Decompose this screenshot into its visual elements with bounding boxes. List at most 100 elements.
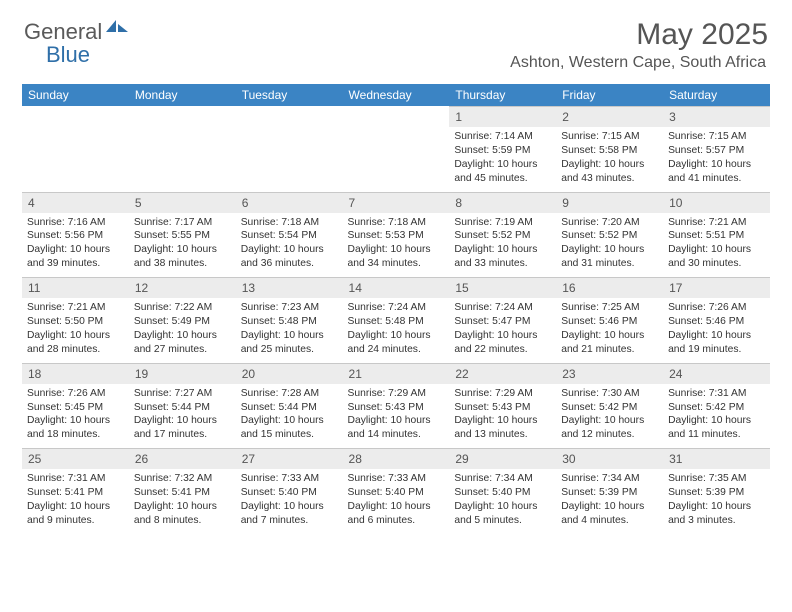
daylight-line: Daylight: 10 hours and 11 minutes.: [668, 414, 765, 442]
day-cell-data: Sunrise: 7:22 AMSunset: 5:49 PMDaylight:…: [129, 298, 236, 363]
sunrise-line: Sunrise: 7:28 AM: [241, 387, 338, 401]
sunset-line: Sunset: 5:44 PM: [134, 401, 231, 415]
sunrise-line: Sunrise: 7:33 AM: [241, 472, 338, 486]
day-cell-data: Sunrise: 7:17 AMSunset: 5:55 PMDaylight:…: [129, 213, 236, 278]
daylight-line: Daylight: 10 hours and 8 minutes.: [134, 500, 231, 528]
day-cell-number: 1: [449, 106, 556, 127]
day-number: 25: [22, 448, 129, 469]
week-data-row: Sunrise: 7:16 AMSunset: 5:56 PMDaylight:…: [22, 213, 770, 278]
day-header-monday: Monday: [129, 84, 236, 106]
daylight-line: Daylight: 10 hours and 12 minutes.: [561, 414, 658, 442]
day-cell-number: 17: [663, 277, 770, 298]
day-number: 3: [663, 106, 770, 127]
day-data: Sunrise: 7:14 AMSunset: 5:59 PMDaylight:…: [449, 127, 556, 192]
sunset-line: Sunset: 5:46 PM: [668, 315, 765, 329]
day-cell-number: 22: [449, 363, 556, 384]
sunrise-line: Sunrise: 7:33 AM: [348, 472, 445, 486]
daylight-line: Daylight: 10 hours and 34 minutes.: [348, 243, 445, 271]
daylight-line: Daylight: 10 hours and 19 minutes.: [668, 329, 765, 357]
sunrise-line: Sunrise: 7:31 AM: [668, 387, 765, 401]
day-cell-data: [236, 127, 343, 192]
sunset-line: Sunset: 5:57 PM: [668, 144, 765, 158]
day-data: Sunrise: 7:17 AMSunset: 5:55 PMDaylight:…: [129, 213, 236, 278]
day-data: Sunrise: 7:15 AMSunset: 5:58 PMDaylight:…: [556, 127, 663, 192]
day-header-sunday: Sunday: [22, 84, 129, 106]
day-data: Sunrise: 7:33 AMSunset: 5:40 PMDaylight:…: [236, 469, 343, 534]
day-number-empty: [343, 106, 450, 126]
day-cell-number: 2: [556, 106, 663, 127]
day-data: [22, 127, 129, 187]
daylight-line: Daylight: 10 hours and 45 minutes.: [454, 158, 551, 186]
day-cell-data: Sunrise: 7:31 AMSunset: 5:42 PMDaylight:…: [663, 384, 770, 449]
day-cell-number: [236, 106, 343, 127]
day-number: 27: [236, 448, 343, 469]
day-cell-number: 25: [22, 448, 129, 469]
day-cell-data: Sunrise: 7:32 AMSunset: 5:41 PMDaylight:…: [129, 469, 236, 534]
day-number: 2: [556, 106, 663, 127]
day-header-thursday: Thursday: [449, 84, 556, 106]
day-data: [343, 127, 450, 187]
sunset-line: Sunset: 5:48 PM: [241, 315, 338, 329]
day-number: 17: [663, 277, 770, 298]
day-cell-data: Sunrise: 7:33 AMSunset: 5:40 PMDaylight:…: [236, 469, 343, 534]
day-data: Sunrise: 7:21 AMSunset: 5:50 PMDaylight:…: [22, 298, 129, 363]
week-data-row: Sunrise: 7:31 AMSunset: 5:41 PMDaylight:…: [22, 469, 770, 534]
sunset-line: Sunset: 5:47 PM: [454, 315, 551, 329]
sunset-line: Sunset: 5:42 PM: [668, 401, 765, 415]
day-data: Sunrise: 7:26 AMSunset: 5:45 PMDaylight:…: [22, 384, 129, 449]
day-number: 21: [343, 363, 450, 384]
day-number: 8: [449, 192, 556, 213]
sunset-line: Sunset: 5:39 PM: [668, 486, 765, 500]
sunset-line: Sunset: 5:44 PM: [241, 401, 338, 415]
day-cell-data: Sunrise: 7:26 AMSunset: 5:45 PMDaylight:…: [22, 384, 129, 449]
day-cell-data: Sunrise: 7:20 AMSunset: 5:52 PMDaylight:…: [556, 213, 663, 278]
day-number: 20: [236, 363, 343, 384]
day-data: Sunrise: 7:22 AMSunset: 5:49 PMDaylight:…: [129, 298, 236, 363]
day-number: 19: [129, 363, 236, 384]
sunset-line: Sunset: 5:51 PM: [668, 229, 765, 243]
day-cell-number: 24: [663, 363, 770, 384]
day-data: [236, 127, 343, 187]
calendar-body: 123 Sunrise: 7:14 AMSunset: 5:59 PMDaylig…: [22, 106, 770, 534]
sunset-line: Sunset: 5:40 PM: [454, 486, 551, 500]
sunrise-line: Sunrise: 7:31 AM: [27, 472, 124, 486]
day-number: 28: [343, 448, 450, 469]
logo-text-blue: Blue: [46, 42, 90, 67]
day-cell-number: 3: [663, 106, 770, 127]
day-number: 22: [449, 363, 556, 384]
day-data: Sunrise: 7:31 AMSunset: 5:41 PMDaylight:…: [22, 469, 129, 534]
day-cell-data: Sunrise: 7:34 AMSunset: 5:39 PMDaylight:…: [556, 469, 663, 534]
day-data: Sunrise: 7:16 AMSunset: 5:56 PMDaylight:…: [22, 213, 129, 278]
daylight-line: Daylight: 10 hours and 41 minutes.: [668, 158, 765, 186]
day-number: 16: [556, 277, 663, 298]
day-cell-data: [22, 127, 129, 192]
sunset-line: Sunset: 5:40 PM: [348, 486, 445, 500]
daylight-line: Daylight: 10 hours and 18 minutes.: [27, 414, 124, 442]
daylight-line: Daylight: 10 hours and 7 minutes.: [241, 500, 338, 528]
day-data: Sunrise: 7:28 AMSunset: 5:44 PMDaylight:…: [236, 384, 343, 449]
day-cell-data: Sunrise: 7:26 AMSunset: 5:46 PMDaylight:…: [663, 298, 770, 363]
day-cell-data: Sunrise: 7:25 AMSunset: 5:46 PMDaylight:…: [556, 298, 663, 363]
day-cell-number: 7: [343, 192, 450, 213]
day-cell-number: 11: [22, 277, 129, 298]
week-number-row: 18192021222324: [22, 363, 770, 384]
month-title: May 2025: [510, 18, 768, 52]
week-data-row: Sunrise: 7:14 AMSunset: 5:59 PMDaylight:…: [22, 127, 770, 192]
daylight-line: Daylight: 10 hours and 27 minutes.: [134, 329, 231, 357]
week-data-row: Sunrise: 7:26 AMSunset: 5:45 PMDaylight:…: [22, 384, 770, 449]
sunset-line: Sunset: 5:55 PM: [134, 229, 231, 243]
day-cell-number: 31: [663, 448, 770, 469]
day-cell-number: 6: [236, 192, 343, 213]
daylight-line: Daylight: 10 hours and 21 minutes.: [561, 329, 658, 357]
sunrise-line: Sunrise: 7:25 AM: [561, 301, 658, 315]
day-cell-number: 15: [449, 277, 556, 298]
day-cell-data: Sunrise: 7:29 AMSunset: 5:43 PMDaylight:…: [343, 384, 450, 449]
logo-text-general: General: [24, 19, 102, 45]
sunset-line: Sunset: 5:43 PM: [454, 401, 551, 415]
day-cell-data: Sunrise: 7:15 AMSunset: 5:57 PMDaylight:…: [663, 127, 770, 192]
day-cell-data: Sunrise: 7:14 AMSunset: 5:59 PMDaylight:…: [449, 127, 556, 192]
day-number: 6: [236, 192, 343, 213]
day-number: 4: [22, 192, 129, 213]
day-data: Sunrise: 7:21 AMSunset: 5:51 PMDaylight:…: [663, 213, 770, 278]
sunrise-line: Sunrise: 7:21 AM: [668, 216, 765, 230]
